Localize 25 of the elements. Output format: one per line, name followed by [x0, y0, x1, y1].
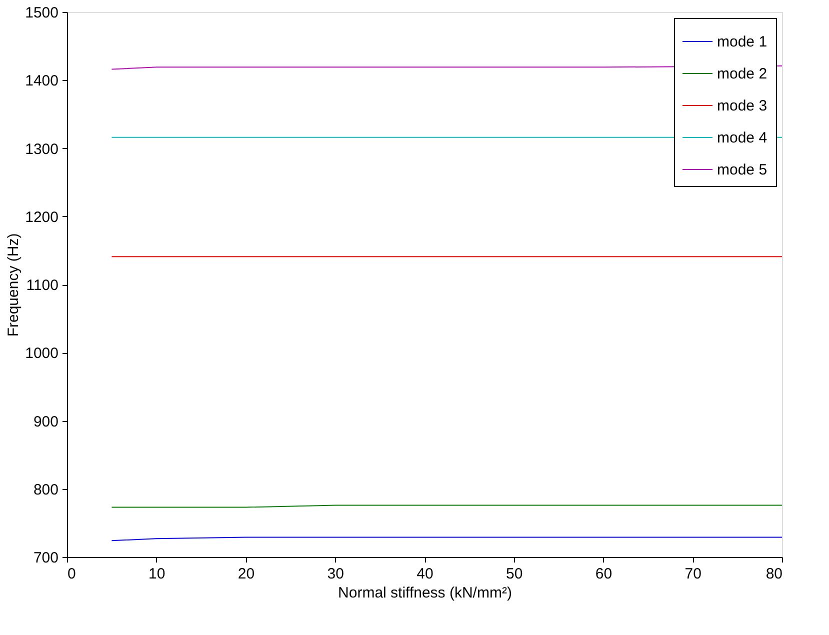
x-tick-label: 70 [684, 566, 702, 582]
legend-label: mode 3 [717, 98, 768, 114]
x-tick-label: 60 [595, 566, 612, 582]
y-tick-label: 1000 [25, 345, 58, 362]
y-axis-title: Frequency (Hz) [5, 233, 22, 337]
x-tick-label: 20 [238, 566, 255, 582]
y-tick-label: 900 [33, 413, 58, 430]
y-tick-label: 1400 [25, 72, 58, 90]
x-tick-label: 10 [148, 566, 166, 582]
x-tick-label: 50 [506, 566, 523, 582]
legend-label: mode 5 [717, 162, 768, 178]
x-tick-label: 30 [327, 566, 344, 582]
legend-label: mode 2 [717, 66, 768, 82]
x-axis-title: Normal stiffness (kN/mm²) [338, 584, 512, 602]
y-tick-label: 1500 [25, 4, 58, 22]
y-tick-label: 800 [33, 481, 58, 498]
legend-label: mode 1 [717, 34, 768, 50]
x-tick-label: 80 [766, 566, 782, 582]
x-tick-label: 0 [68, 566, 76, 582]
legend-label: mode 4 [717, 130, 768, 146]
y-tick-label: 1200 [25, 208, 58, 226]
x-tick-label: 40 [416, 566, 434, 582]
y-tick-label: 1300 [25, 140, 58, 158]
y-tick-label: 700 [33, 550, 58, 566]
y-tick-label: 1100 [26, 277, 58, 294]
